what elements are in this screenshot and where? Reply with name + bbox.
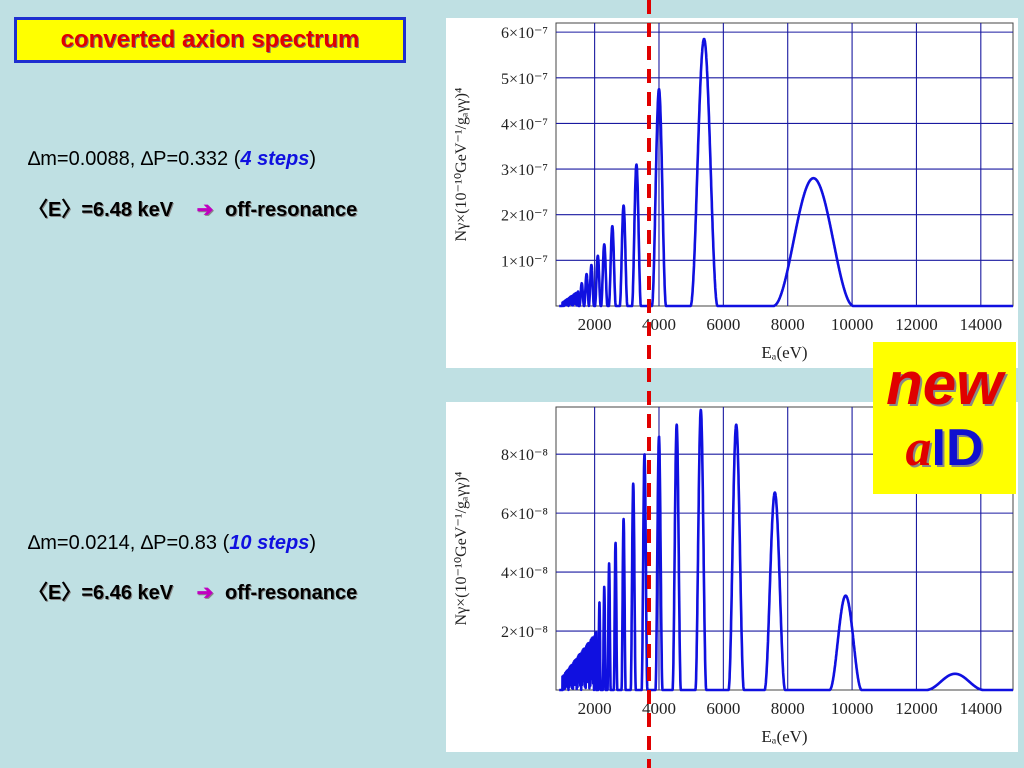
- y-tick-label: 2×10⁻⁷: [501, 208, 548, 225]
- badge-new-word: new: [886, 350, 1003, 417]
- x-tick-label: 14000: [960, 699, 1003, 718]
- params-text-2: ∆m=0.0214, ∆P=0.83 (: [28, 532, 230, 554]
- peak-point: [623, 518, 625, 520]
- resonance-status-1: off-resonance: [224, 199, 358, 221]
- badge-aid-word: aID: [873, 420, 1016, 477]
- resonance-status-2: off-resonance: [224, 582, 358, 604]
- slide-title: converted axion spectrum: [60, 26, 360, 53]
- spectrum-curve: [558, 37, 1015, 308]
- peak-point: [590, 264, 592, 266]
- params-close-1: ): [309, 148, 316, 170]
- chart-panel-top: 2000 4000 6000 8000 10000 12000 14000 1×10⁻⁷ 2×1…: [446, 18, 1018, 368]
- params-text-1: ∆m=0.0088, ∆P=0.332 (: [28, 148, 241, 170]
- spectrum-chart-4-steps: 2000 4000 6000 8000 10000 12000 14000 1×10⁻⁷ 2×1…: [453, 22, 1015, 362]
- y-axis-label: Nγ×(10⁻¹⁰GeV⁻¹/gₐγγ)⁴: [453, 471, 470, 625]
- y-tick-label: 2×10⁻⁸: [501, 624, 548, 641]
- spectrum-curve: [558, 408, 1015, 692]
- peak-point: [658, 88, 660, 90]
- arrow-icon: ➔: [196, 582, 214, 604]
- x-tick-label: 8000: [771, 699, 805, 718]
- peak-point: [703, 38, 705, 40]
- peak-point: [700, 409, 702, 411]
- peak-point: [735, 424, 737, 426]
- peak-point: [774, 491, 776, 493]
- params-close-2: ): [309, 532, 316, 554]
- plot-frame: [555, 22, 1014, 307]
- x-tick-label: 2000: [578, 315, 612, 334]
- peak-point: [581, 282, 583, 284]
- peak-point: [635, 164, 637, 165]
- peak-point: [676, 424, 678, 426]
- peak-point: [586, 273, 588, 275]
- peak-point: [598, 601, 600, 603]
- arrow-icon: ➔: [196, 199, 214, 221]
- mean-energy-2: 〈E〉=6.46 keV: [28, 582, 174, 604]
- peak-point: [608, 562, 610, 564]
- badge-a-letter: a: [905, 420, 932, 477]
- mean-energy-1: 〈E〉=6.48 keV: [28, 199, 174, 221]
- x-tick-label: 6000: [706, 315, 740, 334]
- y-tick-label: 6×10⁻⁷: [501, 25, 548, 42]
- x-tick-label: 10000: [831, 699, 874, 718]
- x-tick-label: 2000: [578, 699, 612, 718]
- x-tick-label: 4000: [642, 315, 676, 334]
- steps-text-2: 10 steps: [229, 532, 310, 554]
- y-tick-label: 4×10⁻⁷: [501, 116, 548, 133]
- x-axis-label: Eₐ(eV): [761, 727, 807, 746]
- peak-point: [615, 542, 617, 544]
- y-axis-label: Nγ×(10⁻¹⁰GeV⁻¹/gₐγγ)⁴: [453, 87, 470, 241]
- x-tick-label: 14000: [960, 315, 1003, 334]
- slide-title-box: converted axion spectrum: [14, 17, 406, 63]
- x-tick-label: 8000: [771, 315, 805, 334]
- steps-text-1: 4 steps: [240, 148, 310, 170]
- peak-point: [611, 225, 613, 227]
- energy-line-1: 〈E〉=6.48 keV ➔ off-resonance: [28, 193, 357, 222]
- energy-line-2: 〈E〉=6.46 keV ➔ off-resonance: [28, 576, 357, 605]
- badge-id-letters: ID: [931, 419, 984, 477]
- peak-point: [644, 453, 646, 455]
- y-tick-label: 8×10⁻⁸: [501, 447, 548, 464]
- x-tick-label: 4000: [642, 699, 676, 718]
- x-axis-label: Eₐ(eV): [761, 343, 807, 362]
- peak-point: [658, 435, 660, 437]
- x-tick-label: 10000: [831, 315, 874, 334]
- peak-point: [954, 673, 956, 675]
- peak-point: [845, 595, 847, 597]
- peak-point: [632, 483, 634, 485]
- params-line-2: ∆m=0.0214, ∆P=0.83 (10 steps): [28, 532, 316, 555]
- x-tick-label: 12000: [895, 315, 938, 334]
- x-tick-label: 6000: [706, 699, 740, 718]
- peak-point: [603, 586, 605, 588]
- peak-point: [623, 205, 625, 207]
- y-tick-label: 6×10⁻⁸: [501, 506, 548, 523]
- peak-point: [812, 177, 814, 179]
- y-tick-label: 3×10⁻⁷: [501, 162, 548, 179]
- x-tick-label: 12000: [895, 699, 938, 718]
- peak-point: [597, 255, 599, 257]
- params-line-1: ∆m=0.0088, ∆P=0.332 (4 steps): [28, 148, 316, 171]
- y-tick-label: 5×10⁻⁷: [501, 71, 548, 88]
- new-aid-badge: new aID: [873, 342, 1016, 494]
- y-tick-label: 4×10⁻⁸: [501, 565, 548, 582]
- y-tick-label: 1×10⁻⁷: [501, 253, 548, 270]
- peak-point: [603, 243, 605, 245]
